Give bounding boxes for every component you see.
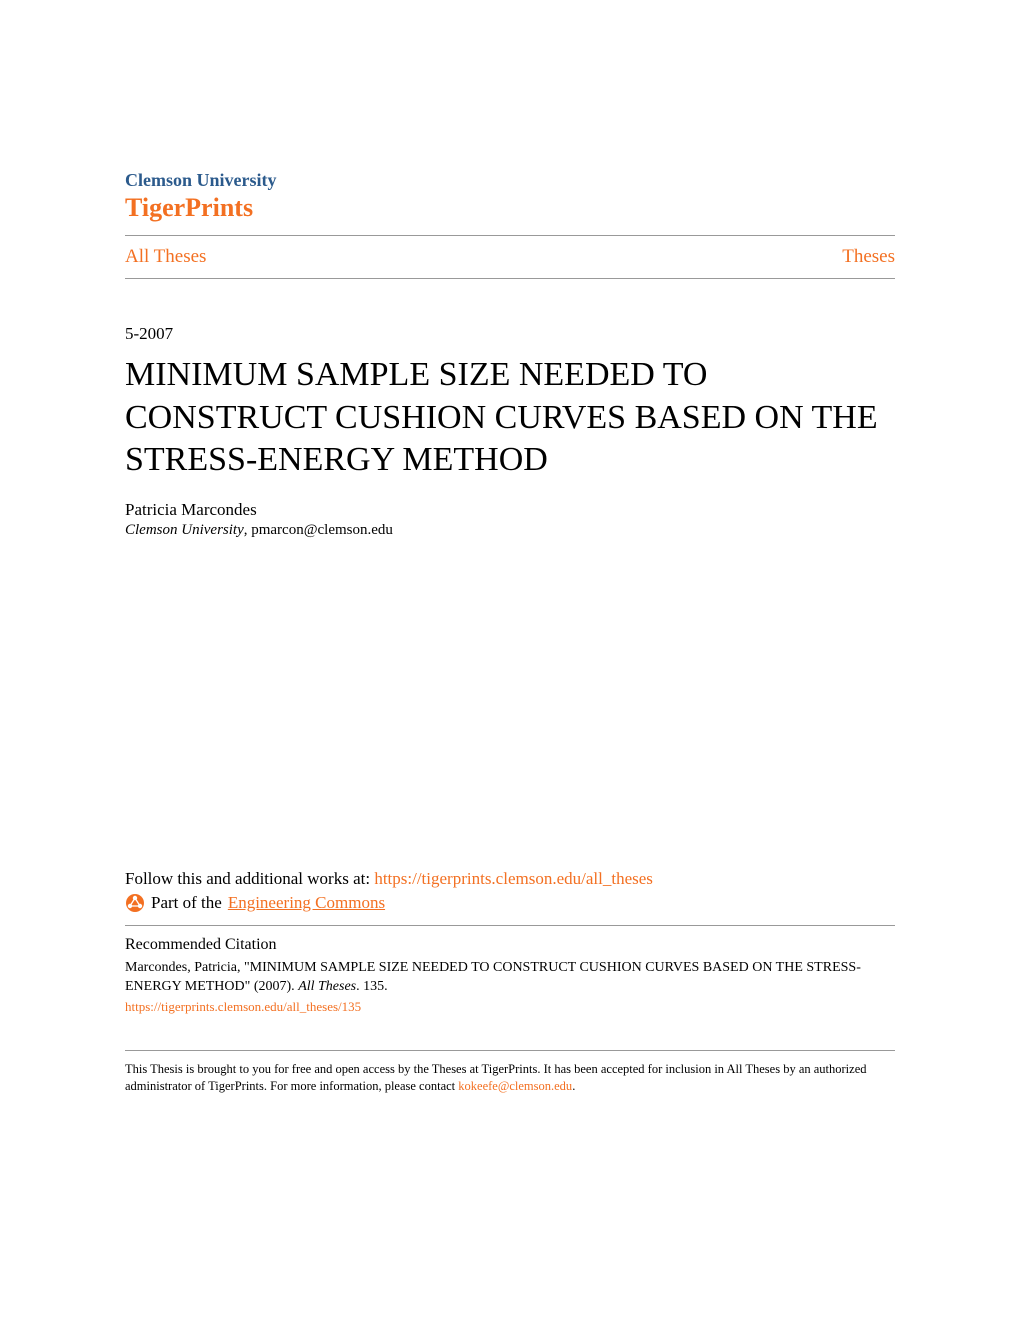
citation-part1: Marcondes, Patricia, "MINIMUM SAMPLE SIZ… [125, 960, 861, 995]
nav-all-theses[interactable]: All Theses [125, 246, 206, 268]
document-title: MINIMUM SAMPLE SIZE NEEDED TO CONSTRUCT … [125, 354, 895, 482]
citation-italic: All Theses [298, 979, 356, 994]
citation-part2: . 135. [356, 979, 388, 994]
citation-header: Recommended Citation [125, 936, 895, 954]
nav-theses[interactable]: Theses [842, 246, 895, 268]
footer-part2: . [572, 1079, 575, 1093]
footer-divider [125, 1050, 895, 1051]
footer-contact-link[interactable]: kokeefe@clemson.edu [458, 1079, 572, 1093]
affiliation-institution: Clemson University [125, 522, 244, 538]
network-icon [125, 893, 145, 913]
author-affiliation: Clemson University, pmarcon@clemson.edu [125, 522, 895, 539]
follow-prefix: Follow this and additional works at: [125, 869, 374, 888]
nav-bar: All Theses Theses [125, 235, 895, 279]
citation-link[interactable]: https://tigerprints.clemson.edu/all_thes… [125, 999, 895, 1015]
citation-text: Marcondes, Patricia, "MINIMUM SAMPLE SIZ… [125, 958, 895, 997]
part-of-row: Part of the Engineering Commons [125, 893, 895, 913]
brand-name[interactable]: TigerPrints [125, 193, 895, 223]
author-name: Patricia Marcondes [125, 500, 895, 520]
university-name[interactable]: Clemson University [125, 170, 895, 191]
partof-link[interactable]: Engineering Commons [228, 893, 385, 913]
follow-works: Follow this and additional works at: htt… [125, 869, 895, 889]
publication-date: 5-2007 [125, 324, 895, 344]
document-page: Clemson University TigerPrints All These… [0, 0, 1020, 1156]
follow-link[interactable]: https://tigerprints.clemson.edu/all_thes… [374, 869, 653, 888]
affiliation-email: , pmarcon@clemson.edu [244, 522, 393, 538]
citation-divider [125, 925, 895, 926]
footer-text: This Thesis is brought to you for free a… [125, 1061, 895, 1096]
content-spacer [125, 539, 895, 869]
partof-prefix: Part of the [151, 893, 222, 913]
